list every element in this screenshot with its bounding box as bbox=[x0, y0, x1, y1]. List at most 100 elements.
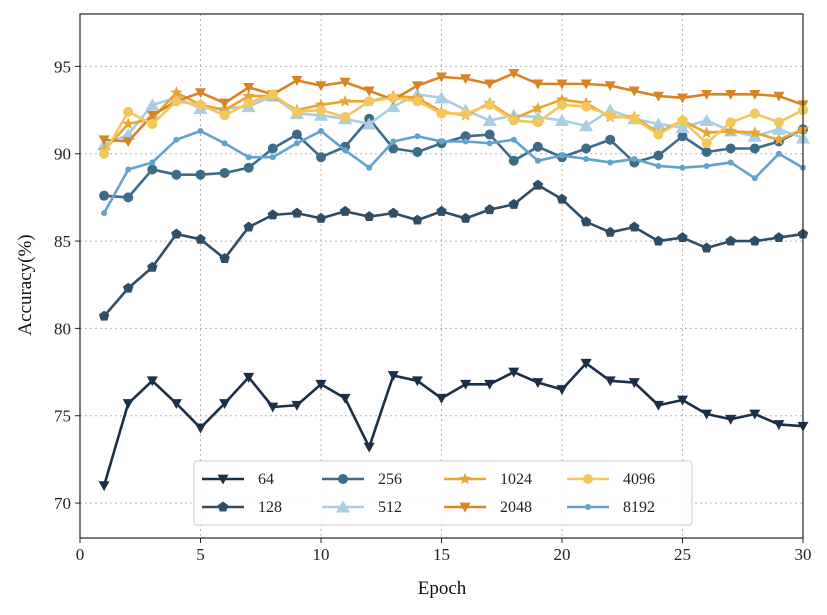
data-point-2048 bbox=[411, 81, 423, 92]
data-point-128 bbox=[484, 204, 495, 215]
data-point-8192 bbox=[510, 136, 517, 143]
data-point-128 bbox=[363, 211, 375, 222]
data-point-8192 bbox=[607, 159, 614, 166]
data-point-128 bbox=[339, 205, 351, 216]
data-point-1024 bbox=[531, 101, 545, 114]
data-point-256 bbox=[267, 143, 278, 154]
data-point-4096 bbox=[243, 98, 254, 109]
data-point-64 bbox=[725, 414, 737, 425]
data-point-2048 bbox=[363, 86, 375, 97]
data-point-8192 bbox=[245, 154, 252, 161]
data-point-4096 bbox=[725, 117, 736, 128]
series-line-512 bbox=[103, 93, 804, 147]
data-point-4096 bbox=[557, 99, 567, 110]
data-point-8192 bbox=[318, 128, 324, 135]
data-point-64 bbox=[267, 402, 279, 413]
legend-entry-4096: 4096 bbox=[567, 471, 655, 488]
data-point-64 bbox=[122, 399, 134, 410]
data-point-512 bbox=[651, 117, 666, 130]
data-point-64 bbox=[484, 379, 496, 390]
data-point-256 bbox=[581, 143, 592, 154]
data-point-1024 bbox=[700, 126, 713, 139]
data-point-2048 bbox=[725, 89, 737, 100]
data-point-8192 bbox=[269, 154, 276, 161]
data-point-8192 bbox=[366, 164, 373, 171]
data-point-64 bbox=[363, 442, 375, 453]
data-point-64 bbox=[219, 399, 231, 410]
data-point-64 bbox=[508, 367, 520, 378]
data-point-128 bbox=[147, 261, 158, 272]
data-point-2048 bbox=[291, 75, 303, 86]
data-point-128 bbox=[677, 232, 688, 243]
data-point-64 bbox=[411, 376, 423, 387]
data-point-1024 bbox=[170, 86, 183, 98]
data-point-2048 bbox=[701, 89, 713, 100]
legend-label: 64 bbox=[258, 471, 274, 488]
data-point-128 bbox=[122, 282, 134, 293]
data-point-4096 bbox=[171, 96, 182, 107]
data-point-64 bbox=[652, 400, 664, 411]
data-point-64 bbox=[339, 393, 351, 404]
legend-label: 1024 bbox=[500, 471, 532, 488]
data-point-1024 bbox=[314, 98, 328, 111]
data-point-8192 bbox=[486, 140, 493, 147]
data-point-128 bbox=[195, 233, 206, 244]
series-line-256 bbox=[104, 117, 804, 199]
legend-entry-2048: 2048 bbox=[444, 499, 532, 516]
series-line-64 bbox=[102, 362, 804, 486]
data-point-4096 bbox=[147, 119, 158, 130]
data-point-64 bbox=[677, 395, 688, 406]
data-point-8192 bbox=[727, 159, 734, 166]
data-point-4096 bbox=[388, 92, 399, 103]
data-point-8192 bbox=[221, 140, 228, 147]
data-point-1024 bbox=[724, 124, 737, 137]
data-point-2048 bbox=[532, 79, 544, 90]
data-point-4096 bbox=[267, 89, 278, 100]
data-point-256 bbox=[508, 155, 519, 166]
data-point-64 bbox=[146, 376, 158, 387]
data-point-4096 bbox=[749, 108, 760, 119]
data-point-64 bbox=[195, 423, 206, 434]
data-point-256 bbox=[412, 146, 423, 157]
data-point-256 bbox=[99, 190, 110, 201]
data-point-2048 bbox=[484, 79, 496, 90]
data-point-256 bbox=[195, 169, 206, 180]
data-point-128 bbox=[508, 198, 520, 209]
x-tick-label: 5 bbox=[196, 545, 205, 564]
data-point-2048 bbox=[460, 74, 472, 85]
data-point-2048 bbox=[243, 82, 255, 93]
data-point-128 bbox=[532, 179, 544, 190]
data-point-2048 bbox=[122, 137, 134, 148]
data-point-4096 bbox=[484, 99, 495, 110]
legend-marker bbox=[459, 502, 471, 513]
data-point-512 bbox=[555, 114, 569, 127]
data-point-8192 bbox=[342, 147, 349, 154]
legend-label: 8192 bbox=[623, 499, 655, 516]
legend-label: 512 bbox=[378, 499, 402, 516]
data-point-1024 bbox=[555, 93, 569, 105]
x-tick-label: 30 bbox=[795, 545, 812, 564]
data-point-4096 bbox=[508, 115, 519, 126]
data-point-8192 bbox=[655, 162, 662, 169]
data-point-64 bbox=[315, 379, 327, 390]
data-point-8192 bbox=[583, 155, 590, 162]
data-point-2048 bbox=[98, 135, 110, 146]
data-point-128 bbox=[243, 221, 254, 232]
data-point-64 bbox=[701, 409, 713, 420]
data-point-8192 bbox=[293, 140, 300, 147]
data-point-4096 bbox=[195, 99, 206, 110]
data-point-8192 bbox=[414, 133, 421, 140]
data-point-8192 bbox=[679, 164, 686, 171]
data-point-64 bbox=[773, 420, 785, 430]
data-point-128 bbox=[653, 235, 664, 246]
data-point-2048 bbox=[773, 91, 785, 102]
data-point-1024 bbox=[748, 126, 761, 139]
legend-marker bbox=[585, 504, 591, 510]
data-point-64 bbox=[436, 393, 447, 404]
legend-marker bbox=[336, 500, 350, 513]
legend-label: 4096 bbox=[623, 471, 655, 488]
y-tick-label: 75 bbox=[54, 407, 71, 426]
data-point-512 bbox=[434, 91, 449, 104]
data-point-2048 bbox=[749, 89, 761, 100]
data-point-4096 bbox=[316, 105, 326, 116]
